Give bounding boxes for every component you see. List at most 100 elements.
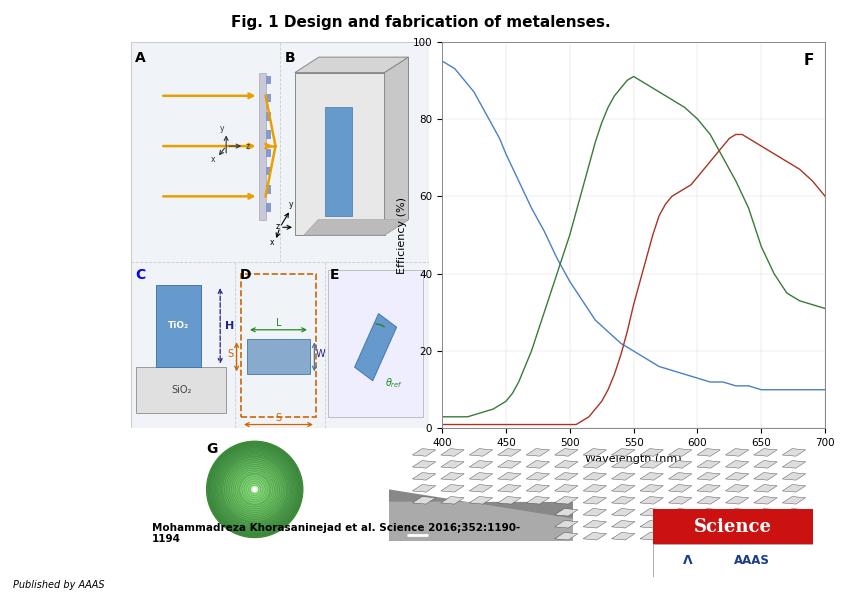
Bar xyxy=(697,533,720,540)
Bar xyxy=(555,509,578,516)
Circle shape xyxy=(211,446,298,533)
Bar xyxy=(669,521,692,528)
Bar xyxy=(328,270,424,416)
Circle shape xyxy=(225,460,285,519)
Circle shape xyxy=(237,472,273,507)
Bar xyxy=(782,509,806,516)
X-axis label: Wavelength (nm): Wavelength (nm) xyxy=(585,453,682,464)
Text: E: E xyxy=(329,268,338,282)
Bar xyxy=(669,461,692,468)
Bar xyxy=(241,274,316,416)
Text: Mohammadreza Khorasaninejad et al. Science 2016;352:1190-
1194: Mohammadreza Khorasaninejad et al. Scien… xyxy=(152,523,520,544)
Bar xyxy=(697,449,720,456)
Circle shape xyxy=(206,441,303,537)
Bar xyxy=(640,461,663,468)
Circle shape xyxy=(233,468,276,511)
Bar xyxy=(441,461,464,468)
Circle shape xyxy=(207,442,302,537)
Text: y: y xyxy=(220,124,225,133)
Circle shape xyxy=(224,459,285,520)
Bar xyxy=(754,472,777,480)
Bar xyxy=(726,521,749,528)
Bar xyxy=(669,497,692,504)
Circle shape xyxy=(214,449,296,530)
Circle shape xyxy=(228,463,281,516)
Bar xyxy=(584,484,606,492)
Bar xyxy=(640,472,663,480)
Bar xyxy=(584,533,606,540)
Bar xyxy=(526,484,550,492)
Bar xyxy=(653,509,813,544)
Bar xyxy=(526,461,550,468)
Text: Fig. 1 Design and fabrication of metalenses.: Fig. 1 Design and fabrication of metalen… xyxy=(232,15,610,30)
Bar xyxy=(611,509,635,516)
Bar xyxy=(498,497,521,504)
Text: TiO₂: TiO₂ xyxy=(168,321,189,330)
Y-axis label: Efficiency (%): Efficiency (%) xyxy=(397,196,408,274)
Polygon shape xyxy=(295,57,408,73)
Bar xyxy=(611,533,635,540)
Bar xyxy=(697,461,720,468)
Bar xyxy=(469,472,493,480)
Text: Science: Science xyxy=(694,518,771,536)
Circle shape xyxy=(222,458,287,521)
Bar xyxy=(469,449,493,456)
Bar xyxy=(265,112,271,121)
Circle shape xyxy=(212,447,297,532)
Bar xyxy=(498,484,521,492)
Circle shape xyxy=(229,464,280,515)
Circle shape xyxy=(223,458,286,521)
Bar xyxy=(498,461,521,468)
Circle shape xyxy=(253,488,257,491)
Text: Published by AAAS: Published by AAAS xyxy=(13,580,104,590)
Circle shape xyxy=(218,452,291,527)
Bar xyxy=(259,73,265,220)
Bar xyxy=(441,497,464,504)
Bar xyxy=(265,94,271,102)
Bar xyxy=(640,484,663,492)
Bar xyxy=(611,497,635,504)
Text: x: x xyxy=(210,155,215,164)
Text: z: z xyxy=(276,222,280,231)
Bar xyxy=(498,449,521,456)
Bar xyxy=(640,509,663,516)
Text: x: x xyxy=(270,237,274,247)
Bar xyxy=(555,472,578,480)
Bar xyxy=(782,472,806,480)
Text: C: C xyxy=(135,268,145,282)
Bar xyxy=(413,461,435,468)
Bar xyxy=(640,449,663,456)
Bar xyxy=(726,472,749,480)
Bar xyxy=(526,449,550,456)
Circle shape xyxy=(220,455,290,524)
Bar xyxy=(669,472,692,480)
Polygon shape xyxy=(385,57,408,235)
Bar xyxy=(469,461,493,468)
Circle shape xyxy=(231,465,279,513)
Bar xyxy=(754,461,777,468)
Text: W: W xyxy=(316,349,325,359)
Circle shape xyxy=(215,449,295,530)
Circle shape xyxy=(232,467,277,512)
Bar xyxy=(726,449,749,456)
Bar xyxy=(265,130,271,139)
Bar xyxy=(584,449,606,456)
Bar xyxy=(726,533,749,540)
Circle shape xyxy=(244,479,265,500)
Bar xyxy=(441,472,464,480)
Circle shape xyxy=(216,450,294,529)
Circle shape xyxy=(249,484,260,495)
Bar xyxy=(754,497,777,504)
Text: AAAS: AAAS xyxy=(733,554,770,567)
Bar xyxy=(555,533,578,540)
Circle shape xyxy=(236,470,274,509)
Bar xyxy=(265,149,271,157)
Circle shape xyxy=(239,474,270,505)
Circle shape xyxy=(247,481,263,497)
Bar xyxy=(611,521,635,528)
Polygon shape xyxy=(389,502,573,541)
Bar xyxy=(782,484,806,492)
Circle shape xyxy=(210,444,300,534)
Bar xyxy=(441,484,464,492)
Bar xyxy=(265,185,271,193)
